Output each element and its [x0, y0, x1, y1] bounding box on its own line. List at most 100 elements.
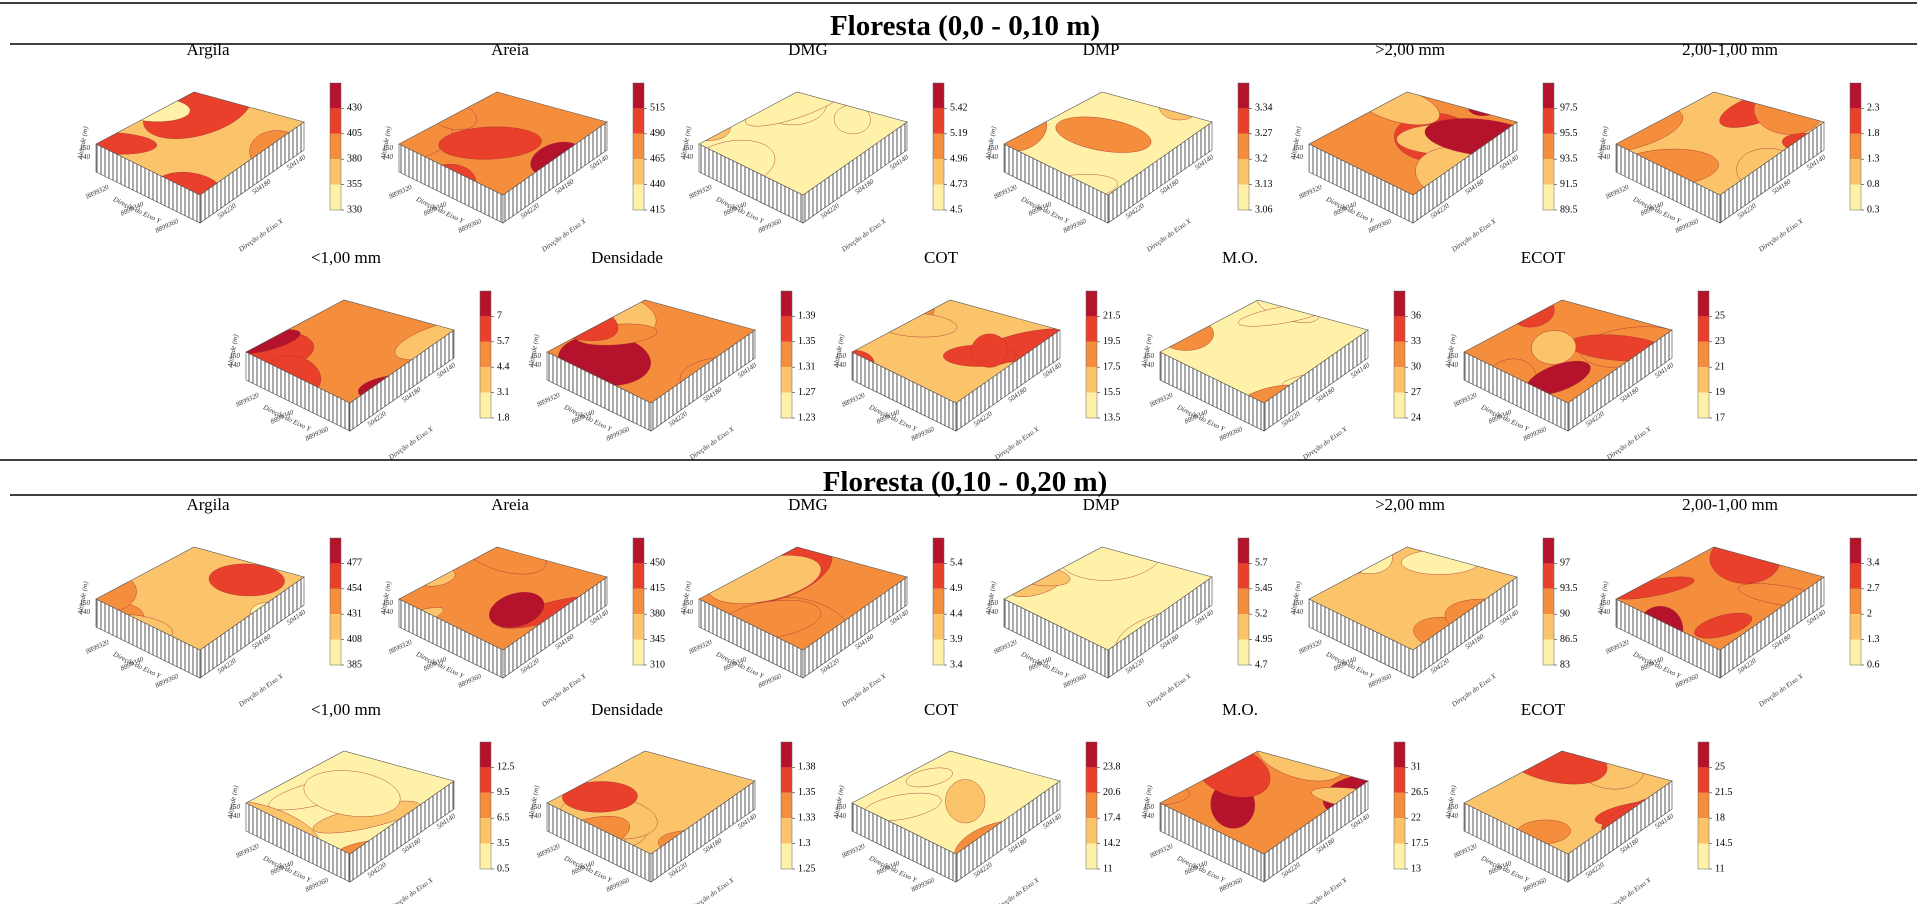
- colorbar-tick-label: 27: [1411, 387, 1421, 398]
- colorbar-tick-label: 4.4: [950, 608, 963, 619]
- colorbar-band: [1543, 108, 1554, 134]
- colorbar-tick-label: 5.7: [497, 336, 510, 347]
- colorbar-band: [1394, 843, 1405, 869]
- colorbar-tick-label: 1.35: [798, 787, 816, 798]
- y-tick-label: 8899320: [688, 183, 714, 201]
- colorbar-tick-label: 440: [650, 179, 665, 190]
- colorbar-band: [781, 341, 792, 368]
- contour-region: [1531, 330, 1577, 365]
- surface: [1616, 547, 1824, 650]
- colorbar-band: [1850, 588, 1861, 615]
- panel-title: DMG: [788, 40, 828, 59]
- colorbar-band: [1543, 588, 1554, 615]
- colorbar-tick-label: 3.06: [1255, 204, 1273, 215]
- colorbar-tick-label: 1.3: [1867, 153, 1880, 164]
- x-axis-label: Direção do Eixo X: [236, 672, 285, 709]
- z-tick-label: 150: [1600, 599, 1611, 607]
- colorbar-band: [1086, 767, 1097, 793]
- colorbar-band: [480, 843, 491, 869]
- colorbar-band: [1086, 367, 1097, 393]
- x-axis-label: Direção do Eixo X: [539, 217, 588, 254]
- colorbar-band: [1394, 742, 1405, 768]
- contour-region: [1055, 116, 1152, 153]
- colorbar-band: [633, 159, 644, 185]
- z-tick-label: 140: [531, 812, 542, 820]
- colorbar-tick-label: 17.4: [1103, 812, 1121, 823]
- z-tick-label: 140: [531, 361, 542, 369]
- colorbar-band: [1543, 639, 1554, 665]
- colorbar-frame: [329, 82, 342, 211]
- colorbar-band: [1850, 563, 1861, 589]
- surface-outline: [245, 750, 455, 855]
- colorbar-tick-label: 405: [347, 128, 362, 139]
- panel-title: Areia: [491, 495, 529, 514]
- colorbar-band: [1394, 392, 1405, 418]
- colorbar-band: [781, 316, 792, 342]
- colorbar-band: [781, 767, 792, 793]
- colorbar-frame: [932, 537, 945, 666]
- colorbar-tick-label: 4.5: [950, 204, 963, 215]
- surface-outline: [546, 299, 756, 404]
- z-tick-label: 140: [1448, 361, 1459, 369]
- colorbar-tick-label: 22: [1411, 812, 1421, 823]
- colorbar-band: [1394, 818, 1405, 844]
- colorbar-tick-label: 83: [1560, 659, 1570, 670]
- colorbar-band: [1238, 588, 1249, 615]
- y-tick-label: 8899320: [1605, 638, 1631, 656]
- contour-region: [427, 751, 454, 776]
- colorbar-tick-label: 14.5: [1715, 838, 1733, 849]
- colorbar-tick-label: 2.3: [1867, 103, 1880, 114]
- colorbar-tick-label: 431: [347, 608, 362, 619]
- colorbar-band: [330, 563, 341, 589]
- z-tick-label: 150: [1448, 352, 1459, 360]
- colorbar-tick-label: 0.6: [1867, 659, 1880, 670]
- colorbar-tick-label: 4.96: [950, 153, 968, 164]
- colorbar-tick-label: 415: [650, 583, 665, 594]
- colorbar-frame: [932, 82, 945, 211]
- z-tick-label: 140: [1144, 812, 1155, 820]
- z-tick-label: 140: [1144, 361, 1155, 369]
- x-axis-label: Direção do Eixo X: [992, 425, 1041, 462]
- colorbar-tick-label: 33: [1411, 336, 1421, 347]
- colorbar-band: [1086, 341, 1097, 368]
- colorbar-band: [1238, 184, 1249, 210]
- colorbar-band: [1850, 83, 1861, 109]
- contour-region: [1309, 547, 1367, 575]
- colorbar-band: [1850, 133, 1861, 160]
- z-tick-label: 150: [836, 803, 847, 811]
- colorbar-tick-label: 380: [347, 153, 362, 164]
- colorbar-tick-label: 17: [1715, 412, 1725, 423]
- surface-outline: [95, 546, 305, 651]
- colorbar-band: [781, 392, 792, 418]
- colorbar-band: [1086, 291, 1097, 317]
- colorbar-band: [633, 133, 644, 160]
- colorbar-frame: [1393, 290, 1406, 419]
- colorbar-tick-label: 1.39: [798, 311, 816, 322]
- z-tick-label: 140: [383, 608, 394, 616]
- colorbar-band: [1394, 367, 1405, 393]
- colorbar-tick-label: 95.5: [1560, 128, 1578, 139]
- colorbar-band: [1698, 818, 1709, 844]
- colorbar-band: [1238, 108, 1249, 134]
- colorbar-tick-label: 5.4: [950, 558, 963, 569]
- colorbar-band: [1698, 843, 1709, 869]
- colorbar-tick-label: 3.27: [1255, 128, 1273, 139]
- colorbar-band: [330, 83, 341, 109]
- surface-outline: [398, 91, 608, 196]
- colorbar-tick-label: 97.5: [1560, 103, 1578, 114]
- colorbar-band: [633, 83, 644, 109]
- colorbar-tick-label: 430: [347, 103, 362, 114]
- surface-outline: [1003, 91, 1213, 196]
- colorbar-tick-label: 1.33: [798, 812, 816, 823]
- colorbar-band: [330, 614, 341, 640]
- colorbar-band: [480, 341, 491, 368]
- x-axis-label: Direção do Eixo X: [386, 876, 435, 904]
- colorbar-band: [933, 588, 944, 615]
- colorbar-tick-label: 4.95: [1255, 634, 1273, 645]
